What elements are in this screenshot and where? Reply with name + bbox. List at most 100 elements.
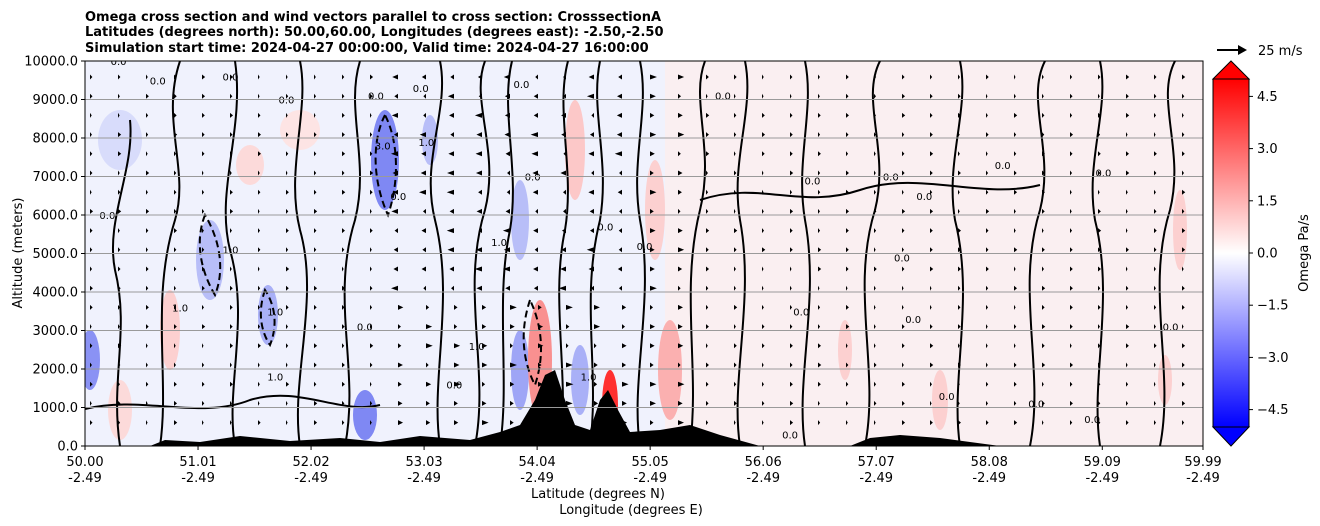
- wind-vector-arrow: [1042, 189, 1045, 195]
- wind-vector-arrow: [1126, 189, 1128, 195]
- wind-vector-arrow: [174, 381, 177, 387]
- wind-vector-arrow: [258, 112, 261, 118]
- wind-vector-arrow: [426, 324, 433, 330]
- wind-vector-arrow: [118, 266, 121, 272]
- wind-vector-arrow: [258, 189, 261, 195]
- wind-vector-arrow: [230, 343, 234, 349]
- wind-vector-arrow: [423, 93, 426, 99]
- wind-vector-arrow: [202, 228, 204, 234]
- wind-vector-arrow: [591, 170, 594, 176]
- omega-patch: [932, 370, 948, 430]
- wind-vector-arrow: [90, 208, 94, 214]
- wind-vector-arrow: [454, 324, 458, 330]
- wind-vector-arrow: [421, 266, 426, 272]
- wind-vector-arrow: [650, 285, 657, 291]
- wind-vector-arrow: [706, 381, 709, 387]
- omega-patch: [85, 330, 100, 390]
- wind-vector-arrow: [90, 400, 92, 406]
- wind-vector-arrow: [532, 189, 538, 195]
- wind-vector-arrow: [202, 324, 206, 330]
- wind-vector-arrow: [790, 247, 793, 253]
- wind-vector-arrow: [454, 400, 458, 406]
- wind-vector-arrow: [930, 400, 932, 406]
- wind-vector-arrow: [286, 343, 289, 349]
- wind-vector-arrow: [563, 74, 566, 80]
- wind-vector-arrow: [1154, 420, 1157, 426]
- wind-vector-arrow: [420, 170, 426, 176]
- omega-contour-line: [1028, 61, 1046, 446]
- wind-vector-arrow: [482, 343, 488, 349]
- wind-vector-arrow: [230, 400, 232, 406]
- wind-vector-arrow: [538, 343, 544, 349]
- wind-vector-arrow: [342, 343, 345, 349]
- x-axis-label-longitude: Longitude (degrees E): [559, 503, 703, 518]
- wind-vector-arrow: [1098, 170, 1101, 176]
- omega-contour-line: [111, 119, 132, 446]
- wind-vector-arrow: [846, 420, 848, 426]
- wind-vector-arrow: [476, 132, 482, 138]
- wind-vector-arrow: [1042, 285, 1046, 291]
- wind-vector-arrow: [622, 324, 626, 330]
- omega-patch: [108, 380, 132, 440]
- x-tick-label-lat: 59.99: [1184, 455, 1221, 470]
- wind-vector-arrow: [618, 74, 622, 80]
- wind-vector-arrow: [958, 266, 961, 272]
- wind-vector-arrow: [790, 420, 794, 426]
- wind-vector-arrow: [930, 247, 933, 253]
- wind-vector-arrow: [314, 247, 317, 253]
- wind-vector-arrow: [286, 362, 288, 368]
- wind-vector-arrow: [1042, 343, 1045, 349]
- wind-vector-arrow: [258, 74, 260, 80]
- wind-vector-arrow: [174, 285, 176, 291]
- wind-vector-arrow: [790, 228, 793, 234]
- wind-vector-arrow: [1070, 400, 1073, 406]
- wind-vector-arrow: [370, 170, 374, 176]
- wind-vector-arrow: [342, 151, 346, 157]
- wind-vector-arrow: [118, 74, 121, 80]
- wind-vector-arrow: [678, 247, 685, 253]
- wind-vector-arrow: [314, 151, 317, 157]
- omega-contour-line: [699, 181, 1041, 201]
- wind-vector-arrow: [342, 74, 345, 80]
- wind-vector-arrow: [902, 228, 905, 234]
- omega-patch: [511, 180, 529, 260]
- wind-vector-arrow: [90, 420, 93, 426]
- wind-vector-arrow: [1126, 170, 1130, 176]
- wind-vector-arrow: [958, 228, 962, 234]
- wind-vector-arrow: [958, 304, 961, 310]
- wind-vector-arrow: [146, 247, 148, 253]
- wind-vector-arrow: [678, 324, 683, 330]
- wind-vector-arrow: [286, 170, 288, 176]
- x-tick-label-lat: 59.09: [1084, 455, 1121, 470]
- wind-vector-arrow: [482, 362, 488, 368]
- wind-vector-arrow: [650, 189, 657, 195]
- wind-vector-arrow: [314, 324, 317, 330]
- omega-contour-line: [863, 61, 881, 446]
- wind-vector-arrow: [846, 189, 849, 195]
- wind-vector-arrow: [1126, 151, 1129, 157]
- wind-vector-arrow: [678, 266, 683, 272]
- y-tick-label: 7000.0: [33, 170, 79, 185]
- wind-vector-arrow: [477, 74, 482, 80]
- wind-vector-arrow: [1126, 362, 1128, 368]
- wind-vector-arrow: [986, 189, 989, 195]
- colorbar-tick-label: −3.0: [1257, 351, 1289, 366]
- omega-contour-line: [1158, 61, 1176, 446]
- wind-vector-arrow: [1070, 112, 1073, 118]
- contour-label: 0.0: [793, 307, 809, 318]
- wind-vector-arrow: [561, 228, 566, 234]
- wind-vector-arrow: [706, 189, 709, 195]
- wind-vector-arrow: [678, 151, 681, 157]
- wind-vector-arrow: [678, 170, 683, 176]
- wind-vector-arrow: [566, 324, 570, 330]
- wind-vector-arrow: [846, 112, 849, 118]
- wind-vector-arrow: [618, 285, 622, 291]
- wind-vector-arrow: [398, 381, 402, 387]
- omega-patch: [353, 390, 377, 440]
- wind-vector-arrow: [818, 381, 821, 387]
- wind-vector-arrow: [1070, 285, 1073, 291]
- wind-vector-arrow: [174, 189, 177, 195]
- wind-vector-arrow: [258, 343, 261, 349]
- wind-vector-arrow: [1182, 266, 1184, 272]
- wind-vector-arrow: [146, 151, 148, 157]
